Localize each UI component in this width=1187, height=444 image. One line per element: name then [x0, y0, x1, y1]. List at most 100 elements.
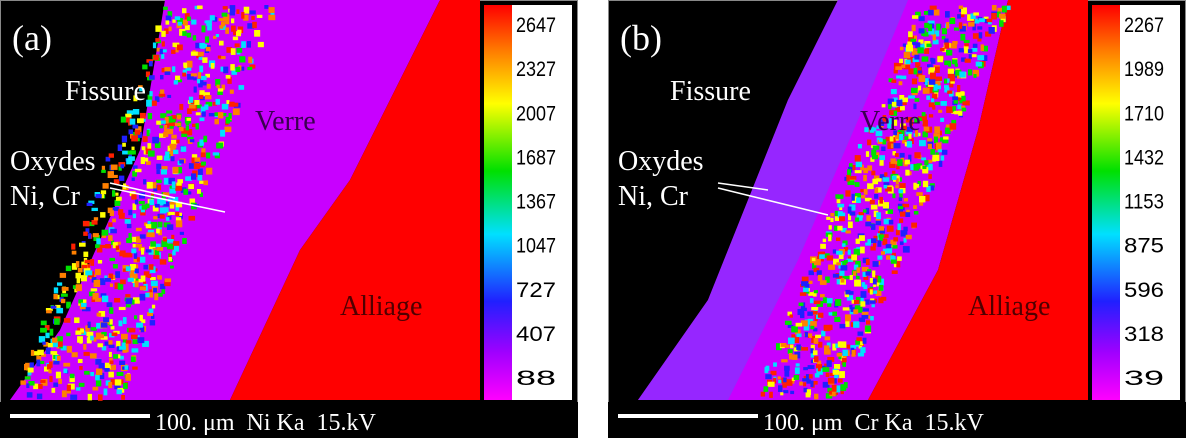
speckle	[168, 211, 175, 215]
speckle	[148, 308, 154, 313]
speckle	[931, 98, 935, 103]
speckle	[151, 191, 155, 197]
speckle	[171, 49, 176, 54]
speckle	[795, 322, 803, 327]
speckle	[785, 379, 793, 386]
speckle	[98, 372, 105, 380]
speckle	[899, 152, 905, 158]
speckle	[845, 230, 851, 234]
colorbar-label: 39	[1124, 367, 1164, 390]
speckle	[181, 133, 188, 138]
speckle	[894, 153, 899, 157]
speckle	[90, 288, 98, 292]
speckle	[864, 197, 872, 202]
speckle	[52, 341, 59, 348]
colorbar-label: 88	[516, 367, 556, 390]
speckle	[837, 211, 843, 218]
speckle	[870, 157, 875, 162]
speckle	[97, 343, 103, 348]
speckle	[129, 118, 136, 125]
speckle	[849, 163, 853, 168]
speckle	[862, 308, 869, 312]
speckle	[913, 67, 918, 75]
speckle	[156, 120, 162, 125]
speckle	[847, 169, 852, 176]
speckle	[251, 16, 255, 20]
speckle	[100, 193, 105, 199]
speckle	[849, 176, 857, 180]
speckle	[88, 291, 95, 297]
speckle	[176, 182, 182, 186]
speckle	[139, 234, 146, 239]
speckle	[228, 113, 232, 119]
speckle	[193, 163, 200, 170]
speckle	[96, 322, 103, 329]
speckle	[160, 120, 166, 124]
speckle	[824, 363, 828, 370]
speckle	[950, 43, 957, 49]
speckle	[175, 212, 180, 217]
colorbar-label: 318	[1124, 323, 1164, 346]
speckle	[238, 85, 245, 90]
speckle	[60, 293, 68, 297]
speckle	[161, 289, 166, 295]
speckle	[954, 110, 959, 115]
speckle	[134, 168, 142, 173]
speckle	[125, 294, 131, 298]
speckle	[911, 35, 918, 41]
speckle	[953, 97, 959, 104]
speckle	[929, 5, 937, 10]
speckle	[153, 255, 160, 259]
speckle	[776, 343, 782, 351]
speckle	[784, 344, 790, 348]
speckle	[865, 299, 870, 305]
speckle	[911, 24, 916, 32]
speckle	[903, 198, 908, 202]
speckle	[110, 171, 114, 178]
speckle	[133, 258, 139, 263]
speckle	[96, 312, 102, 317]
speckle	[928, 102, 935, 108]
speckle	[959, 105, 965, 110]
speckle	[144, 222, 148, 227]
speckle	[177, 179, 183, 184]
speckle	[955, 69, 962, 77]
speckle	[115, 196, 122, 201]
speckle	[56, 307, 64, 314]
speckle	[66, 332, 71, 337]
speckle	[190, 73, 198, 77]
speckle	[974, 18, 980, 24]
speckle	[935, 76, 942, 81]
speckle	[39, 360, 45, 364]
speckle	[902, 203, 910, 208]
speckle	[119, 360, 126, 366]
speckle	[156, 47, 161, 52]
speckle	[913, 184, 920, 188]
speckle	[146, 59, 154, 63]
speckle	[899, 46, 904, 51]
speckle	[197, 5, 203, 10]
speckle	[911, 40, 917, 46]
speckle	[156, 228, 160, 234]
speckle	[978, 18, 985, 23]
speckle	[810, 352, 815, 358]
speckle	[139, 87, 145, 92]
speckle	[914, 54, 920, 60]
speckle	[890, 158, 896, 164]
speckle	[928, 174, 932, 179]
speckle	[93, 280, 101, 287]
speckle	[806, 389, 812, 395]
speckle	[109, 307, 114, 314]
speckle	[813, 328, 818, 332]
speckle	[146, 292, 154, 298]
speckle	[872, 261, 879, 267]
speckle	[934, 39, 939, 45]
speckle	[972, 43, 978, 48]
speckle	[156, 292, 163, 297]
speckle	[837, 203, 845, 208]
speckle	[165, 20, 170, 25]
speckle	[138, 85, 143, 89]
speckle	[167, 239, 174, 243]
speckle	[961, 95, 966, 102]
speckle	[78, 382, 85, 387]
